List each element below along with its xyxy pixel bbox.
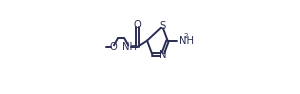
Text: N: N	[159, 50, 166, 60]
Text: 2: 2	[183, 33, 188, 39]
Text: S: S	[159, 21, 165, 31]
Text: methoxy: methoxy	[106, 46, 112, 47]
Text: NH: NH	[122, 42, 137, 52]
Text: NH: NH	[179, 36, 194, 46]
Text: O: O	[109, 42, 117, 52]
Text: O: O	[134, 20, 141, 30]
